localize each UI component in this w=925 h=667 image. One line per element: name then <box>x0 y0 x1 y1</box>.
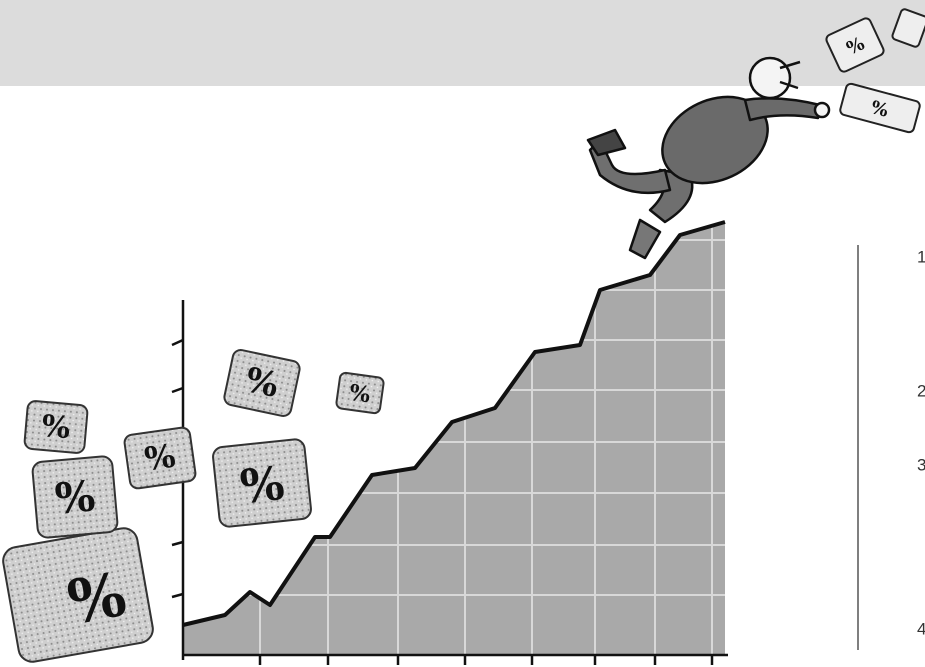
die: % <box>223 349 301 418</box>
illustration: % % % % % % % % % <box>0 0 925 667</box>
die: % <box>24 400 88 453</box>
side-number: 3 <box>917 455 925 474</box>
die: % <box>1 526 155 664</box>
die-label: % <box>63 560 131 639</box>
side-number: 2 <box>917 381 925 400</box>
die-label: % <box>142 437 177 479</box>
die-label: % <box>348 380 372 409</box>
die: % <box>336 372 385 414</box>
die-label: % <box>238 456 287 514</box>
page: {"dice_labels": ["%", "%", "%", "%", "%"… <box>0 0 925 667</box>
die: % <box>212 438 312 527</box>
die: % <box>124 427 197 490</box>
side-number: 4 <box>917 619 925 638</box>
rising-area <box>183 222 725 655</box>
die-label: % <box>40 409 71 446</box>
die: % <box>839 83 921 134</box>
die: % <box>32 456 118 539</box>
side-number: 1 <box>917 247 925 266</box>
die-label: % <box>53 471 97 523</box>
